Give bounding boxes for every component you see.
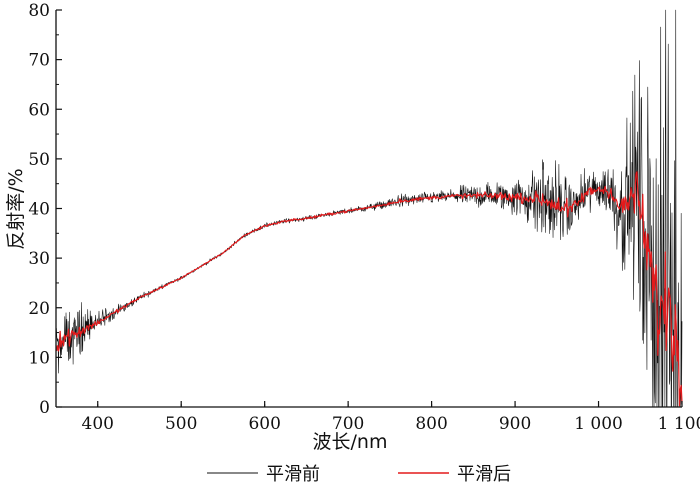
y-axis-title: 反射率/% <box>5 168 27 249</box>
x-tick-label: 400 <box>82 414 114 434</box>
series-layer <box>55 9 683 408</box>
y-tick-label: 40 <box>28 200 50 220</box>
x-tick-label: 500 <box>165 414 197 434</box>
series-line-smoothed <box>55 171 683 407</box>
x-tick-label: 700 <box>332 414 364 434</box>
legend-label-smoothed: 平滑后 <box>457 464 511 485</box>
x-tick-label: 1 100 <box>658 414 700 434</box>
x-tick-label: 600 <box>248 414 280 434</box>
y-tick-label: 60 <box>28 100 50 120</box>
x-axis-title: 波长/nm <box>313 431 388 453</box>
y-tick-label: 10 <box>28 348 50 368</box>
y-tick-label: 50 <box>28 150 50 170</box>
y-tick-label: 0 <box>39 398 50 418</box>
legend-label-raw: 平滑前 <box>266 464 320 485</box>
x-tick-label: 800 <box>415 414 447 434</box>
y-tick-label: 70 <box>28 51 50 71</box>
x-tick-label: 900 <box>499 414 531 434</box>
legend: 平滑前 平滑后 <box>207 464 511 485</box>
y-tick-label: 30 <box>28 249 50 269</box>
x-tick-label: 1 000 <box>574 414 623 434</box>
y-tick-label: 20 <box>28 299 50 319</box>
y-tick-label: 80 <box>28 1 50 21</box>
